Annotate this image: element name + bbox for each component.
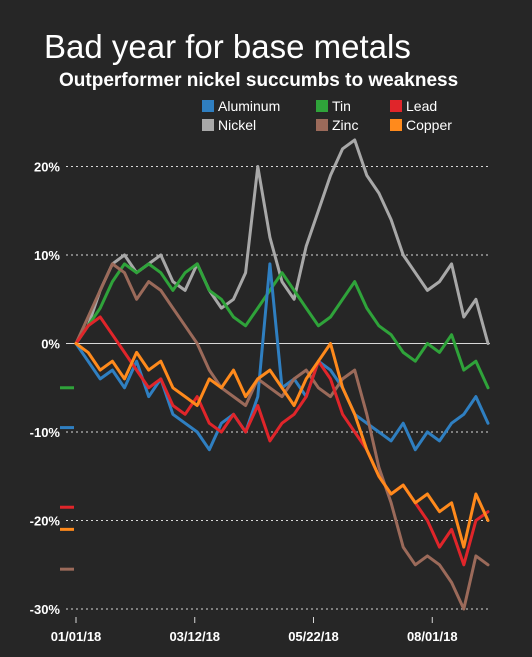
y-tick-label: 10% [34,248,60,263]
y-tick-label: -10% [30,425,61,440]
y-tick-label: 20% [34,160,60,175]
legend-label-zinc: Zinc [332,117,358,133]
legend-label-nickel: Nickel [218,117,256,133]
series-line-zinc [74,262,490,611]
legend-label-lead: Lead [406,98,437,114]
y-tick-label: 0% [41,337,60,352]
x-tick-label: 03/12/18 [169,629,220,644]
legend: Aluminum Tin Lead Nickel Zinc Copper [202,98,452,133]
series-line-lead [74,315,490,567]
legend-swatch-aluminum [202,100,214,112]
series-line-copper [74,342,490,549]
end-markers [60,386,74,571]
legend-label-aluminum: Aluminum [218,98,280,114]
y-tick-label: -20% [30,514,61,529]
x-tick-label: 05/22/18 [288,629,339,644]
x-axis: 01/01/18 03/12/18 05/22/18 08/01/18 [51,617,458,644]
series-line-tin [74,262,490,390]
legend-label-copper: Copper [406,117,452,133]
legend-swatch-nickel [202,119,214,131]
series-line-nickel [74,138,490,345]
gridlines [66,166,490,610]
x-tick-label: 08/01/18 [407,629,458,644]
chart-subtitle: Outperformer nickel succumbs to weakness [59,70,458,91]
chart-title: Bad year for base metals [44,28,411,65]
x-tick-label: 01/01/18 [51,629,102,644]
legend-swatch-lead [390,100,402,112]
y-tick-label: -30% [30,602,61,617]
series-lines [74,138,490,611]
legend-swatch-copper [390,119,402,131]
legend-swatch-zinc [316,119,328,131]
legend-label-tin: Tin [332,98,351,114]
y-axis: 20% 10% 0% -10% -20% -30% [30,160,61,617]
legend-swatch-tin [316,100,328,112]
